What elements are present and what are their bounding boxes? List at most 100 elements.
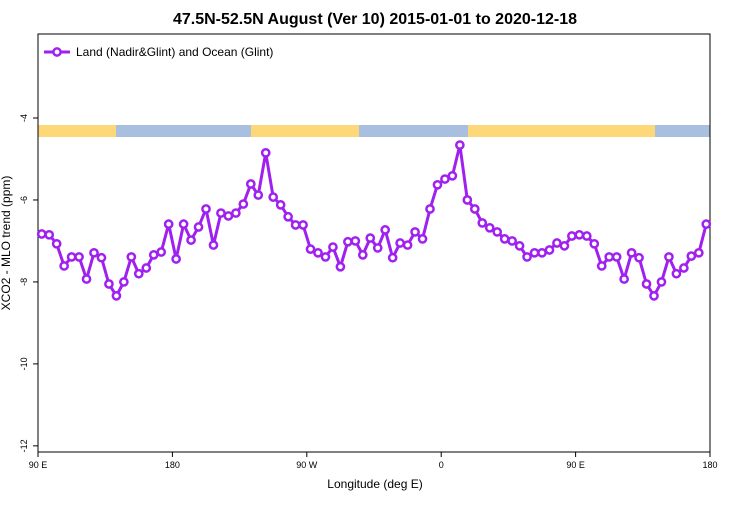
x-tick-label: 90 W (296, 460, 318, 470)
land-band (38, 125, 116, 137)
y-tick-label: -6 (19, 196, 29, 204)
data-point (328, 242, 338, 252)
data-point (74, 252, 84, 262)
data-point (447, 170, 458, 181)
data-point (417, 234, 428, 244)
data-point (96, 252, 107, 263)
data-point (537, 247, 547, 258)
data-point (298, 220, 308, 230)
data-point (656, 277, 667, 287)
data-point (365, 233, 376, 243)
plot-frame (37, 33, 711, 453)
data-point (380, 225, 391, 235)
data-point (126, 252, 137, 262)
data-point (671, 268, 682, 279)
data-point (178, 219, 189, 229)
data-point (440, 174, 450, 184)
data-point (499, 234, 510, 244)
data-point (253, 190, 264, 200)
land-band (251, 125, 359, 137)
legend-marker (52, 47, 62, 57)
data-point (186, 235, 196, 245)
data-point (619, 274, 629, 284)
data-point (410, 227, 420, 237)
x-tick-label: 0 (439, 460, 444, 470)
data-point (313, 247, 323, 258)
y-tick-label: -4 (19, 114, 29, 122)
y-tick-label: -12 (19, 439, 29, 452)
data-point (260, 147, 271, 158)
data-point (544, 245, 555, 255)
data-point (275, 200, 286, 210)
data-point (686, 251, 697, 261)
data-point (245, 179, 256, 189)
data-point (693, 247, 704, 258)
x-tick-label: 180 (702, 460, 717, 470)
data-point (641, 279, 652, 289)
data-point (357, 250, 368, 260)
x-tick-label: 90 E (566, 460, 585, 470)
data-point (44, 229, 55, 240)
data-point (59, 261, 69, 271)
data-point (626, 247, 637, 258)
chart-title: 47.5N-52.5N August (Ver 10) 2015-01-01 t… (173, 11, 577, 28)
data-point (283, 211, 293, 222)
data-point (589, 238, 600, 249)
land-band (468, 125, 655, 137)
data-point (529, 247, 540, 258)
data-point (193, 222, 204, 232)
data-point (469, 204, 480, 214)
data-point (51, 238, 62, 249)
data-point (581, 231, 592, 241)
data-point (455, 140, 465, 150)
data-point (664, 252, 674, 262)
data-point (119, 277, 129, 287)
y-tick-label: -10 (19, 357, 29, 370)
data-point (350, 236, 361, 246)
data-point (89, 247, 99, 258)
data-point (649, 291, 659, 301)
data-point (567, 231, 577, 241)
data-point (343, 236, 353, 247)
data-point (238, 199, 249, 209)
data-point (268, 192, 279, 202)
surface-band (38, 125, 710, 137)
data-point (432, 179, 443, 190)
data-point (231, 208, 241, 218)
data-point (701, 219, 712, 229)
data-point (522, 252, 532, 262)
data-point (305, 244, 316, 254)
data-point (395, 238, 405, 248)
data-point (320, 252, 331, 262)
data-point (604, 252, 615, 262)
data-point (402, 240, 413, 250)
data-point (484, 222, 495, 233)
data-point (574, 229, 585, 240)
data-point (36, 229, 47, 239)
data-point (223, 211, 234, 221)
data-point (492, 227, 503, 237)
x-tick-label: 90 E (29, 460, 48, 470)
data-point (335, 261, 346, 272)
x-tick-label: 180 (165, 460, 180, 470)
data-point (372, 243, 383, 253)
data-point (66, 252, 77, 262)
data-point (514, 241, 525, 251)
data-point (208, 240, 219, 250)
data-point (290, 220, 301, 230)
data-point (552, 238, 562, 248)
data-point (596, 261, 607, 271)
data-point (133, 268, 144, 279)
data-point (148, 250, 159, 260)
data-point (201, 204, 211, 214)
data-point (111, 291, 122, 301)
y-tick-label: -8 (19, 278, 29, 286)
data-point (477, 218, 488, 228)
data-point (507, 236, 517, 246)
data-point (462, 195, 473, 205)
data-point (559, 241, 570, 251)
y-axis-label: XCO2 - MLO trend (ppm) (0, 176, 13, 311)
data-point (141, 263, 152, 273)
data-point (156, 247, 167, 257)
